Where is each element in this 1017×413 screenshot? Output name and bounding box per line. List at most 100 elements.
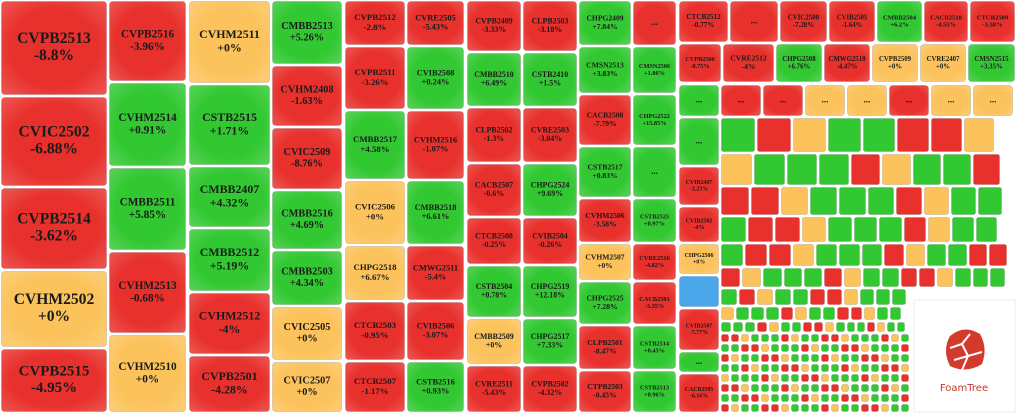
tile-small [879,217,902,242]
logo [946,329,985,371]
tile-small [751,394,759,402]
tile-value: +0% [486,341,502,350]
tile-small [863,118,895,152]
tile-name: CMWG2510 [828,56,866,63]
tile-value: -5.43% [423,23,449,32]
tile [679,167,719,205]
tile-small [861,364,869,372]
tile-small [751,354,759,362]
tile-small [877,322,885,332]
tile-small [801,374,809,382]
tile-small [781,364,789,372]
logo-text: FoamTree [940,383,988,394]
tile-small [771,404,779,412]
tile-name: CVPB2515 [19,364,90,380]
tile-small [861,384,869,392]
tile-name: CVIC2509 [284,147,331,158]
tile-small [742,268,761,287]
tile-small [851,364,859,372]
tile-small [731,364,739,372]
tile-small [771,334,779,342]
tile-small [739,289,755,305]
tile-small [951,187,976,215]
tile-value: -3.26% [361,77,388,87]
tile-value: +0% [296,334,317,345]
tile-small [745,322,755,332]
tile [272,307,342,360]
tile-small [863,268,880,287]
tile-small [761,364,769,372]
tile-value: -4.55% [936,22,956,29]
tile-small [862,244,882,266]
tile [579,95,631,145]
tile-small [721,374,729,382]
tile-small [793,244,814,266]
tile-small [721,289,737,305]
tile-name: CHPG2518 [353,262,397,272]
tile-small [787,154,817,185]
tile-small [811,394,819,402]
tile [345,1,405,45]
tile-small [809,307,821,320]
tile-value: +4.69% [290,220,324,231]
tile [345,111,405,179]
tile [523,108,577,162]
tile-small [811,344,819,352]
tile-small [736,307,749,320]
tile [189,167,270,227]
tile-name: CVPB2516 [121,28,175,40]
tile-value: +7.84% [592,22,617,31]
tile-small [871,374,879,382]
tile-value: +0% [693,260,705,266]
tile-value: +0.93% [422,387,450,396]
tile-small [864,307,875,320]
logo-lines [949,333,983,371]
tile-small [871,334,879,342]
tile [633,326,676,369]
tile-value: -0.6% [484,189,504,198]
tile-value: -4.47% [837,63,858,70]
tile-small [890,307,901,320]
tile-small [721,217,746,242]
tile-small [721,344,729,352]
tile-small [978,187,1002,215]
tile-small [824,268,842,287]
tile-name: CVIB2505 [837,14,868,21]
tile-small [761,344,769,352]
tile-small [721,394,729,402]
tile-value: -0.26% [538,240,562,249]
tile-small [792,322,801,332]
tile-small [791,374,799,382]
tile-small [913,154,941,185]
tile [272,66,342,126]
tile-name: CMBB2512 [200,245,260,259]
tile [579,199,631,242]
tile-small [761,394,769,402]
tile [407,47,464,109]
tile-small [731,334,739,342]
tile-ellipsis: ... [990,95,997,105]
tile [1,97,107,186]
tile [467,108,521,162]
tile [467,319,521,364]
tile-small [821,374,829,382]
tile-value: +0% [597,261,613,270]
tile-value: +5.26% [290,33,324,44]
tile-small [841,364,849,372]
tile-name: CVHM2507 [585,253,624,262]
tile-value: -3.58% [982,22,1002,29]
tile-name: CVPB2409 [475,16,512,25]
tile-small [791,334,799,342]
tile-value: +5.19% [210,258,249,272]
tile-small [745,244,767,266]
tile-small [781,187,808,215]
tile-value: -8.76% [291,159,323,170]
tile [467,1,521,51]
tile-small [741,354,749,362]
tile-value: -1.64% [842,22,863,29]
tile-small [781,404,789,412]
tile-small [937,268,953,287]
tile-small [901,394,909,402]
tile-small [881,374,889,382]
